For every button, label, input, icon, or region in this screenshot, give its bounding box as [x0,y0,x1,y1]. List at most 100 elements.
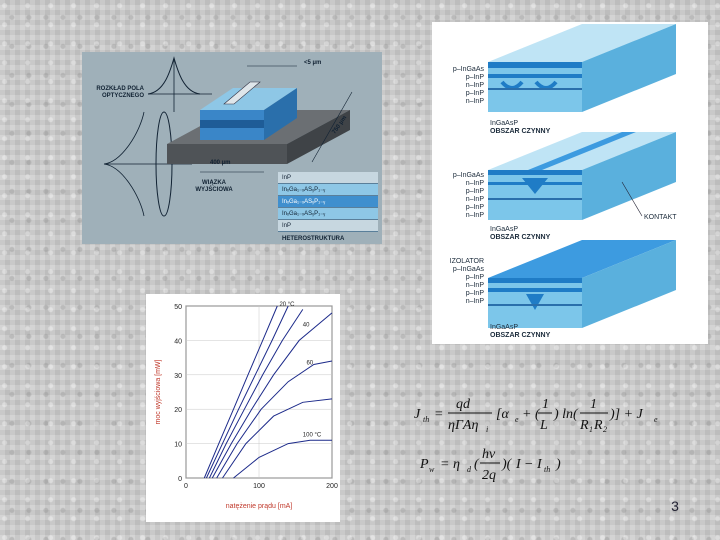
layer-row: InₓGa₁₋ₓASᵧP₁₋ᵧ [278,208,378,220]
y-tick-label: 50 [174,304,182,311]
svg-text:= η: = η [440,457,460,472]
svg-text:1: 1 [542,397,549,412]
x-axis-label: natężenie prądu [mA] [226,503,293,510]
laser-structure-figure: ROZKŁAD POLA OPTYCZNEGO WIĄZKA WYJŚCIOWA… [82,52,382,244]
svg-text:1: 1 [590,397,597,412]
series-line-5 [216,360,333,479]
layer-label: n–InP [465,212,484,219]
svg-text:R: R [579,418,589,433]
svg-text:[α: [α [496,407,509,422]
layer-label: n–InP [465,196,484,203]
page-number: 3 [671,498,679,514]
layer-label: n–InP [465,82,484,89]
svg-text:L: L [539,418,548,433]
layer-label: p–InP [465,74,484,81]
layer-label: p–InP [465,274,484,281]
layer-label: p–InP [465,188,484,195]
svg-text:2: 2 [603,425,607,434]
y-tick-label: 20 [174,407,182,414]
dimension-base: 400 µm [210,160,231,166]
series-line-1 [203,305,278,479]
layer-legend: InP InₓGa₁₋ₓASᵧP₁₋ᵧ InₓGa₁₋ₓASᵧP₁₋ᵧ InₓG… [278,172,378,232]
active-region-caption: OBSZAR CZYNNY [490,128,551,135]
y-tick-label: 40 [174,338,182,345]
layer-row: InP [278,172,378,184]
svg-text:th: th [423,415,429,424]
layer-label: p–InP [465,290,484,297]
series-line-4 [211,312,333,479]
curve-annotation: 40 [303,323,310,329]
dimension-width: <5 µm [304,60,322,66]
x-tick-label: 100 [253,483,265,490]
series-line-3 [208,309,304,479]
structures-drawing [488,24,676,328]
curve-annotation: 100 °C [303,433,322,439]
svg-text:P: P [419,457,429,472]
structure-2-labels: p–InGaAs n–InP p–InP n–InP p–InP n–InP [438,172,484,220]
svg-text:(: ( [474,457,480,472]
svg-text:ηΓAη: ηΓAη [448,418,478,433]
structure-2 [488,132,676,220]
svg-text:qd: qd [456,397,471,412]
svg-text:R: R [593,418,603,433]
layer-label: n–InP [465,98,484,105]
curve-annotation: 20 °C [279,302,295,308]
chart-svg: 0 10 20 30 40 50 0 100 200 20 °C 40 60 100 °C natężen… [155,302,338,510]
series-line-7 [233,439,332,479]
optical-field-label: ROZKŁAD POLA OPTYCZNEGO [96,86,144,99]
svg-text:w: w [429,465,435,474]
structure-1 [488,24,676,112]
svg-text:th: th [544,465,550,474]
svg-text:d: d [467,465,472,474]
series-line-6 [222,398,333,479]
layer-label: p–InGaAs [452,172,484,179]
svg-text:) ln(: ) ln( [553,407,579,422]
layer-label: p–InP [465,90,484,97]
laser-structures-figure: p–InGaAs p–InP n–InP p–InP n–InP InGaAsP… [432,22,708,344]
power-current-chart: 0 10 20 30 40 50 0 100 200 20 °C 40 60 100 °C natężen… [146,294,340,522]
x-tick-label: 200 [326,483,338,490]
svg-text:e: e [654,415,658,424]
svg-text:e: e [515,415,519,424]
svg-text:1: 1 [589,425,593,434]
active-material-label: InGaAsP [490,324,519,331]
layer-label: n–InP [465,282,484,289]
active-material-label: InGaAsP [490,226,519,233]
layer-label: p–InGaAs [452,266,484,273]
active-region-caption: OBSZAR CZYNNY [490,234,551,241]
active-region-caption: OBSZAR CZYNNY [490,332,551,339]
svg-text:2q: 2q [482,468,496,483]
layer-label: IZOLATOR [449,258,484,265]
layer-row: InP [278,220,378,232]
y-tick-label: 10 [174,442,182,449]
svg-text:): ) [555,457,561,472]
active-material-label: InGaAsP [490,120,519,127]
layer-row: InₓGa₁₋ₓASᵧP₁₋ᵧ [278,184,378,196]
laser-drawing [103,56,353,217]
contact-callout: KONTAKT [644,214,677,221]
svg-text:I: I [515,457,522,472]
layer-label: p–InGaAs [452,66,484,73]
svg-text:)(: )( [501,457,513,472]
svg-text:− I: − I [524,457,543,472]
x-tick-label: 0 [184,483,188,490]
svg-text:)] + J: )] + J [609,407,644,422]
svg-text:=: = [434,407,443,422]
svg-text:J: J [414,407,421,422]
structure-3-labels: IZOLATOR p–InGaAs p–InP n–InP p–InP n–In… [438,258,484,306]
heterostructure-caption: HETEROSTRUKTURA [282,236,345,242]
y-tick-label: 0 [178,476,182,483]
layer-label: p–InP [465,204,484,211]
layer-row: InₓGa₁₋ₓASᵧP₁₋ᵧ [278,196,378,208]
output-beam-label: WIĄZKA WYJŚCIOWA [195,180,233,193]
y-axis-label: moc wyjściowa [mW] [155,359,162,424]
structure-3 [488,240,676,328]
svg-text:+ (: + ( [522,407,541,422]
svg-text:i: i [486,425,488,434]
layer-label: n–InP [465,298,484,305]
structure-1-labels: p–InGaAs p–InP n–InP p–InP n–InP [438,66,484,106]
series-line-2 [205,305,289,479]
